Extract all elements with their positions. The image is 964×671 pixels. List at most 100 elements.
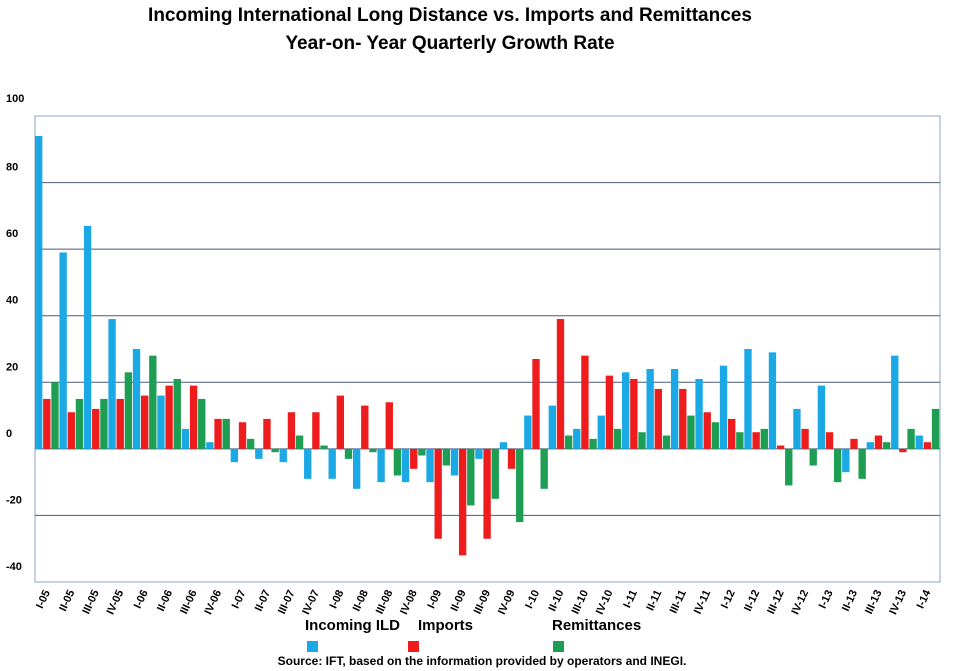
- bar-incoming-ild: [35, 135, 43, 449]
- bar-remittances: [418, 448, 426, 456]
- bar-remittances: [393, 448, 402, 476]
- bar-incoming-ild: [499, 442, 508, 449]
- x-tick-label: II-13: [840, 588, 860, 613]
- x-tick-label: III-09: [472, 588, 493, 616]
- bar-remittances: [467, 448, 475, 506]
- bar-incoming-ild: [328, 448, 336, 479]
- bar-incoming-ild: [83, 225, 92, 449]
- x-tick-label: II-08: [351, 588, 371, 613]
- bar-incoming-ild: [524, 415, 532, 449]
- source-note: Source: IFT, based on the information pr…: [277, 654, 687, 668]
- bar-remittances: [662, 435, 671, 449]
- bar-remittances: [858, 448, 866, 479]
- bar-remittances: [124, 372, 133, 449]
- bar-incoming-ild: [377, 448, 385, 483]
- bar-remittances: [491, 448, 499, 499]
- x-tick-label: II-11: [645, 588, 665, 612]
- bar-remittances: [295, 435, 304, 449]
- bar-imports: [263, 418, 271, 449]
- chart-title-line-1: Incoming International Long Distance vs.…: [148, 5, 752, 26]
- bar-imports: [238, 422, 247, 449]
- x-tick-label: II-06: [155, 588, 175, 613]
- bar-incoming-ild: [866, 442, 874, 449]
- bar-remittances: [320, 445, 328, 449]
- x-tick-label: I-07: [230, 588, 249, 610]
- bar-remittances: [564, 435, 573, 449]
- bar-imports: [825, 432, 834, 449]
- legend-label-remittances: Remittances: [552, 617, 642, 634]
- bar-incoming-ild: [206, 442, 214, 449]
- bar-imports: [312, 412, 320, 449]
- legend-label-incoming-ild: Incoming ILD: [305, 617, 400, 634]
- y-tick-label: 100: [6, 93, 24, 105]
- x-tick-label: IV-10: [594, 588, 616, 616]
- bar-remittances: [613, 428, 622, 449]
- bar-incoming-ild: [157, 395, 165, 449]
- bar-incoming-ild: [230, 448, 239, 463]
- chart-title-line-2: Year-on- Year Quarterly Growth Rate: [285, 33, 615, 54]
- bar-imports: [654, 388, 662, 449]
- bar-imports: [532, 358, 540, 449]
- bar-remittances: [369, 448, 377, 453]
- y-tick-label: 60: [6, 228, 18, 240]
- bar-imports: [605, 375, 614, 449]
- bar-imports: [189, 385, 198, 449]
- bar-imports: [630, 378, 638, 449]
- y-tick-label: -40: [6, 561, 22, 573]
- bar-remittances: [736, 432, 744, 449]
- x-tick-label: III-12: [765, 588, 786, 616]
- x-tick-label: III-07: [276, 588, 297, 616]
- bar-remittances: [149, 355, 157, 449]
- x-tick-label: IV-12: [789, 588, 811, 616]
- bar-incoming-ild: [548, 405, 556, 449]
- bar-incoming-ild: [573, 428, 581, 449]
- bar-imports: [434, 448, 442, 539]
- x-tick-label: IV-13: [887, 588, 909, 616]
- x-tick-label: IV-07: [300, 588, 322, 616]
- bar-imports: [703, 412, 711, 449]
- bar-incoming-ild: [450, 448, 459, 476]
- y-tick-label: -20: [6, 494, 22, 506]
- bar-incoming-ild: [622, 372, 630, 449]
- x-tick-label: I-13: [817, 588, 836, 610]
- legend-swatch-imports: [408, 641, 419, 652]
- x-tick-label: I-10: [523, 588, 542, 610]
- bar-imports: [483, 448, 491, 539]
- bar-incoming-ild: [304, 448, 312, 479]
- bar-imports: [410, 448, 418, 469]
- bar-incoming-ild: [475, 448, 483, 459]
- y-tick-label: 80: [6, 162, 18, 174]
- bar-remittances: [907, 428, 915, 449]
- bar-imports: [336, 395, 345, 449]
- bar-remittances: [589, 438, 597, 449]
- bar-imports: [581, 355, 589, 449]
- bar-imports: [556, 319, 565, 449]
- bar-incoming-ild: [768, 352, 777, 449]
- legend-swatch-incoming-ild: [307, 641, 318, 652]
- bar-remittances: [442, 448, 451, 466]
- x-tick-label: III-10: [570, 588, 591, 616]
- x-tick-label: I-06: [132, 588, 151, 610]
- bar-incoming-ild: [597, 415, 605, 449]
- bar-remittances: [809, 448, 817, 466]
- bar-incoming-ild: [695, 378, 703, 449]
- x-tick-label: III-11: [668, 588, 689, 615]
- bar-incoming-ild: [426, 448, 434, 483]
- x-tick-label: III-05: [80, 588, 101, 616]
- bar-remittances: [785, 448, 793, 486]
- bar-imports: [458, 448, 467, 556]
- bar-incoming-ild: [401, 448, 410, 483]
- x-tick-label: I-05: [34, 588, 53, 610]
- x-tick-label: I-08: [328, 588, 347, 610]
- bar-remittances: [882, 442, 891, 449]
- bar-imports: [752, 432, 760, 449]
- legend-swatch-remittances: [553, 641, 564, 652]
- bar-incoming-ild: [59, 252, 67, 449]
- bar-remittances: [760, 428, 768, 449]
- bar-incoming-ild: [793, 408, 801, 449]
- x-tick-label: I-11: [621, 588, 640, 610]
- bar-imports: [385, 402, 393, 449]
- bar-incoming-ild: [646, 368, 654, 449]
- bar-imports: [776, 445, 785, 449]
